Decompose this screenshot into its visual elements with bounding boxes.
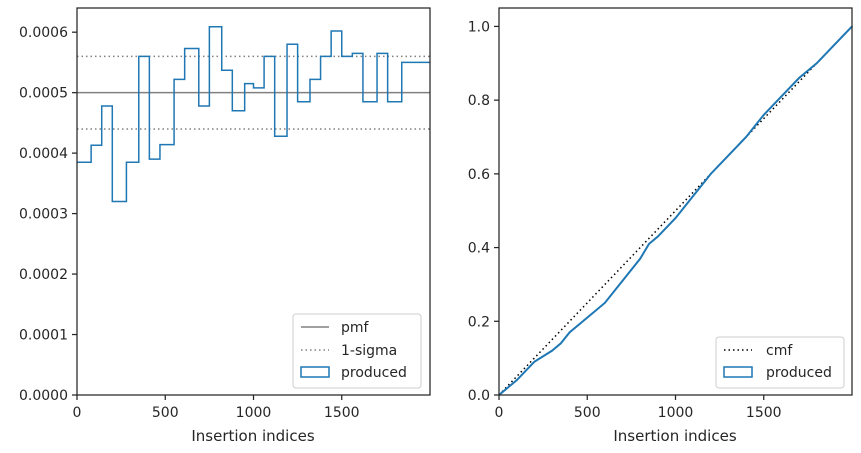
right-y-tick-label: 0.4 [468, 241, 490, 257]
left-y-tick-label: 0.0004 [19, 146, 68, 162]
histogram-bin [174, 76, 185, 82]
produced-point [568, 331, 571, 334]
produced-point [833, 44, 836, 46]
histogram-bin [402, 59, 413, 65]
produced-point [692, 195, 694, 197]
produced-point [798, 77, 800, 79]
left-legend-box [292, 313, 422, 389]
right-y-tick-label: 0.0 [468, 388, 490, 404]
histogram-bin [331, 28, 342, 34]
histogram-bin [310, 76, 321, 82]
produced-point [780, 95, 783, 98]
left-x-axis-label: Insertion indices [191, 427, 314, 445]
left-y-tick-label: 0.0001 [19, 328, 68, 344]
histogram-bin [149, 156, 160, 162]
right-y-tick-label: 0.8 [468, 93, 490, 109]
left-x-tick-label: 500 [152, 405, 179, 421]
cumulative-panel: 0 500 1000 1500 0.0 0.2 0.4 0.6 0.8 1.0 Insertio… [468, 7, 853, 445]
produced-point [727, 154, 730, 157]
histogram-bin [298, 99, 310, 105]
produced-point [745, 136, 747, 138]
right-x-tick-label: 0 [495, 405, 504, 421]
produced-point [657, 235, 659, 238]
histogram-bin [139, 53, 150, 59]
left-y-tick-label: 0.0006 [19, 25, 68, 41]
histogram-bin [377, 50, 388, 56]
left-x-tick-label: 1500 [324, 405, 360, 421]
produced-point [621, 279, 624, 282]
legend-pmf-label: pmf [341, 320, 370, 336]
sigma-lines [77, 55, 430, 130]
legend-produced-patch-icon-right [723, 366, 753, 378]
histogram-bin [91, 142, 102, 148]
right-y-ticks: 0.0 0.2 0.4 0.6 0.8 1.0 [468, 19, 499, 404]
legend-cmf-label: cmf [766, 343, 793, 359]
histogram-bin [77, 159, 91, 165]
produced-cumulative-line [498, 25, 853, 396]
produced-point [815, 62, 818, 65]
histogram-bin [388, 99, 402, 105]
produced-step-line [77, 25, 430, 203]
left-legend: pmf 1-sigma produced [292, 313, 422, 389]
right-legend: cmf produced [715, 336, 845, 389]
produced-point [515, 379, 518, 382]
produced-point [674, 217, 677, 219]
right-plot-area [499, 8, 852, 395]
legend-produced-label: produced [341, 365, 407, 381]
histogram-bin [412, 59, 423, 65]
right-y-tick-label: 0.2 [468, 314, 490, 330]
produced-point [710, 173, 712, 175]
produced-point [559, 342, 562, 345]
legend-sigma-label: 1-sigma [341, 343, 397, 359]
right-x-ticks: 0 500 1000 1500 [495, 395, 782, 421]
left-x-ticks: 0 500 1000 1500 [73, 395, 360, 421]
histogram-bin [245, 81, 254, 87]
histogram-bin [254, 85, 265, 91]
right-y-tick-label: 1.0 [468, 19, 490, 35]
left-y-ticks: 0.0000 0.0001 0.0002 0.0003 0.0004 0.0005 0.00… [19, 25, 77, 404]
right-x-tick-label: 500 [574, 405, 601, 421]
histogram-bin [160, 142, 174, 148]
produced-point [551, 349, 553, 352]
histogram-bin [342, 53, 353, 59]
histogram-bin [102, 103, 113, 109]
histogram-panel: 0 500 1000 1500 0.00000.00010.00020.00030.0… [19, 7, 431, 445]
histogram-bin [185, 46, 199, 52]
histogram-bin [222, 67, 233, 73]
histogram-bin [232, 108, 244, 114]
histogram-bin [112, 199, 126, 205]
histogram-bin [209, 24, 221, 30]
histogram-bin [423, 59, 430, 65]
histogram-bin [363, 99, 377, 105]
left-y-tick-label: 0.0005 [19, 86, 68, 102]
produced-point [604, 302, 606, 304]
histogram-bin [126, 159, 138, 165]
produced-point [648, 243, 650, 245]
histogram-bin [275, 133, 287, 139]
right-x-tick-label: 1500 [746, 405, 782, 421]
legend-produced-label-right: produced [766, 365, 832, 381]
histogram-bin [352, 50, 363, 56]
produced-point [762, 114, 765, 116]
left-y-tick-label: 0.0000 [19, 388, 68, 404]
histogram-bin [199, 103, 210, 109]
histogram-bin [264, 53, 275, 59]
left-y-tick-label: 0.0003 [19, 207, 68, 223]
right-y-tick-label: 0.6 [468, 167, 490, 183]
produced-point [533, 361, 536, 363]
produced-point [586, 316, 589, 319]
right-x-tick-label: 1000 [658, 405, 694, 421]
left-x-tick-label: 0 [73, 405, 82, 421]
left-y-tick-label: 0.0002 [19, 267, 68, 283]
histogram-bin [321, 53, 332, 59]
left-x-tick-label: 1000 [236, 405, 272, 421]
legend-produced-patch-icon [300, 366, 330, 378]
histogram-bin [287, 41, 298, 47]
produced-histogram [77, 24, 430, 205]
right-x-axis-label: Insertion indices [613, 427, 736, 445]
produced-point [639, 257, 641, 260]
